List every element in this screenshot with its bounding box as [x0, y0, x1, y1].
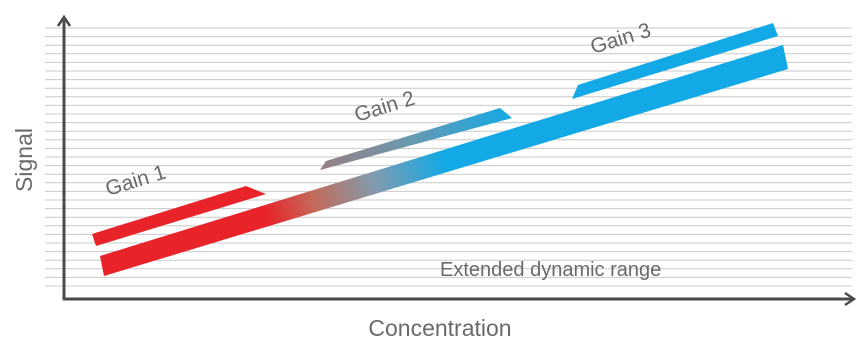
- extended-range-band: [100, 45, 788, 276]
- extended-range-label: Extended dynamic range: [440, 259, 661, 281]
- x-axis-arrow-icon: [844, 291, 857, 307]
- gain-1-band: [92, 186, 266, 246]
- gain-2-label: Gain 2: [352, 87, 418, 127]
- gain-2-band: [320, 108, 512, 170]
- gain-3-label: Gain 3: [588, 19, 654, 59]
- gain-3-band: [572, 23, 778, 99]
- gain-1-label: Gain 1: [103, 161, 169, 201]
- x-axis-label: Concentration: [368, 315, 511, 341]
- y-axis-arrow-icon: [56, 14, 72, 27]
- y-axis-label: Signal: [11, 128, 37, 192]
